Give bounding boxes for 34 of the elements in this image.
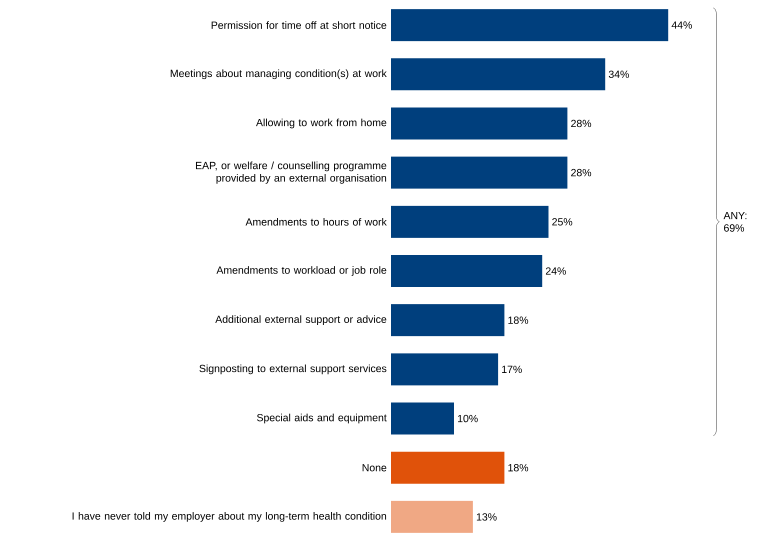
data-label: 18%	[508, 316, 528, 324]
y-tick-label: Meetings about managing condition(s) at work	[170, 69, 387, 80]
bar	[391, 402, 454, 435]
y-tick-label: Special aids and equipment	[257, 414, 387, 424]
data-label: 13%	[476, 513, 497, 521]
data-label: 25%	[552, 218, 572, 226]
data-label: 28%	[571, 120, 592, 128]
y-tick-label: Additional external support or advice	[215, 315, 386, 326]
bar	[391, 304, 504, 336]
bar	[391, 353, 498, 386]
y-tick-label: I have never told my employer about my long-term health condition	[72, 512, 386, 522]
data-label: 18%	[508, 464, 528, 472]
bar	[391, 452, 504, 484]
y-tick-label: Amendments to workload or job role	[216, 266, 386, 276]
bar	[391, 500, 473, 533]
text: ANY: 69%	[724, 212, 746, 232]
y-tick-label: Signposting to external support services	[199, 364, 386, 374]
bar	[391, 107, 568, 140]
bar	[391, 206, 548, 238]
bar	[391, 254, 542, 287]
y-tick-label: Permission for time off at short notice	[212, 21, 386, 29]
data-label: 28%	[571, 168, 592, 176]
y-tick-label: EAP, or welfare / counselling programme provided by an external organisation	[196, 162, 386, 184]
data-label: 24%	[546, 267, 566, 275]
y-tick-label: None	[362, 464, 386, 472]
data-label: 34%	[608, 70, 629, 78]
bar	[391, 156, 568, 189]
y-tick-label: Allowing to work from home	[256, 118, 386, 128]
y-tick-label: Amendments to hours of work	[246, 218, 387, 226]
data-label: 44%	[672, 21, 692, 29]
bar	[391, 9, 668, 42]
bar	[391, 58, 606, 90]
data-label: 17%	[502, 366, 522, 374]
data-label: 10%	[458, 414, 478, 422]
